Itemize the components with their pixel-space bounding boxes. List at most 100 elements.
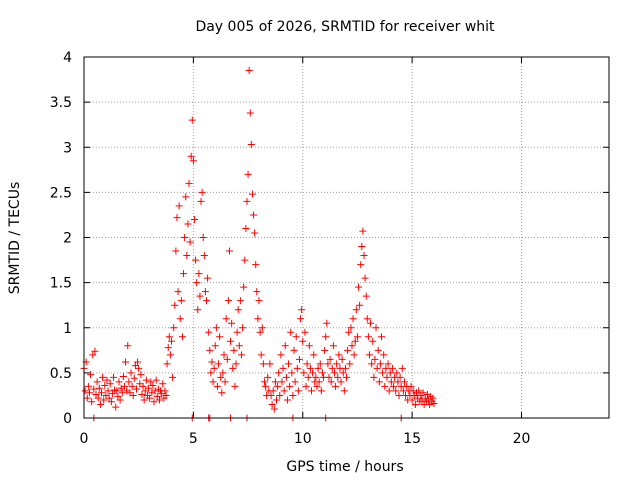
data-point <box>213 382 221 390</box>
data-point <box>283 396 291 404</box>
data-point <box>230 346 238 354</box>
data-point <box>244 170 252 178</box>
data-point <box>186 238 194 246</box>
data-point <box>176 315 184 323</box>
data-point <box>370 373 378 381</box>
data-point <box>347 324 355 332</box>
data-point <box>289 391 297 399</box>
data-point <box>297 315 305 323</box>
data-point <box>147 378 155 386</box>
data-point <box>277 351 285 359</box>
data-point <box>198 188 206 196</box>
data-point <box>285 360 293 368</box>
data-point <box>175 202 183 210</box>
data-point <box>299 337 307 345</box>
data-point <box>324 360 332 368</box>
data-point <box>298 306 306 314</box>
data-point <box>259 360 267 368</box>
data-point <box>99 373 107 381</box>
data-point <box>253 288 261 296</box>
data-point <box>340 387 348 395</box>
data-point <box>350 351 358 359</box>
data-point <box>364 333 372 341</box>
data-point <box>114 392 122 400</box>
data-point <box>115 378 123 386</box>
data-point <box>415 387 423 395</box>
data-point <box>140 396 148 404</box>
data-point <box>345 328 353 336</box>
data-point <box>317 387 325 395</box>
data-point <box>205 328 213 336</box>
x-tick-label: 10 <box>294 431 312 447</box>
data-point <box>103 376 111 384</box>
data-point <box>430 400 438 408</box>
data-point <box>308 387 315 395</box>
data-point <box>300 369 308 377</box>
data-point <box>315 378 323 386</box>
data-point <box>357 261 365 269</box>
data-point <box>96 400 104 408</box>
data-point <box>199 234 207 241</box>
data-point <box>398 364 406 372</box>
data-point <box>170 324 178 332</box>
data-point <box>280 387 288 395</box>
data-point <box>348 342 356 350</box>
data-point <box>262 382 270 390</box>
data-point <box>219 369 227 377</box>
data-point <box>106 380 114 388</box>
data-point <box>81 387 89 395</box>
data-point <box>128 382 136 390</box>
y-axis-label: SRMTID / TECUs <box>7 182 23 295</box>
data-point <box>266 360 274 368</box>
data-point <box>90 385 98 393</box>
data-point <box>421 394 429 402</box>
data-point <box>155 396 163 404</box>
data-point <box>418 396 426 404</box>
data-point <box>309 369 317 377</box>
data-point <box>239 324 247 332</box>
data-point <box>246 109 254 117</box>
data-point <box>325 373 333 381</box>
data-point <box>180 270 188 278</box>
data-point <box>355 283 363 291</box>
data-point <box>134 358 142 366</box>
data-point <box>344 346 352 354</box>
data-point <box>407 382 415 390</box>
data-point <box>387 378 395 386</box>
data-point <box>91 347 99 355</box>
data-point <box>149 382 157 390</box>
data-point <box>288 369 296 377</box>
data-point <box>335 351 343 359</box>
data-point <box>343 373 350 381</box>
data-point <box>361 274 369 282</box>
data-point <box>119 372 127 380</box>
data-point <box>294 387 302 395</box>
data-point <box>221 378 229 386</box>
data-point <box>346 360 354 368</box>
data-point <box>314 364 322 372</box>
data-point <box>332 382 340 390</box>
data-point <box>122 358 130 366</box>
data-point <box>210 364 218 372</box>
data-point <box>310 351 318 359</box>
data-point <box>124 342 132 350</box>
data-point <box>211 342 219 350</box>
data-point <box>326 355 334 363</box>
y-tick-label: 2 <box>63 231 72 247</box>
data-point <box>142 376 150 384</box>
data-point <box>400 378 408 386</box>
data-point <box>161 387 169 395</box>
data-point <box>316 360 324 368</box>
data-point <box>117 384 125 392</box>
data-point <box>116 396 124 404</box>
data-point <box>304 373 312 381</box>
data-point <box>381 382 389 390</box>
data-point <box>104 387 112 395</box>
data-point <box>408 396 416 404</box>
data-point <box>92 391 100 399</box>
data-point <box>85 389 93 397</box>
data-point <box>193 279 201 287</box>
data-point <box>275 369 283 377</box>
data-point <box>281 342 289 350</box>
data-point <box>127 369 135 377</box>
